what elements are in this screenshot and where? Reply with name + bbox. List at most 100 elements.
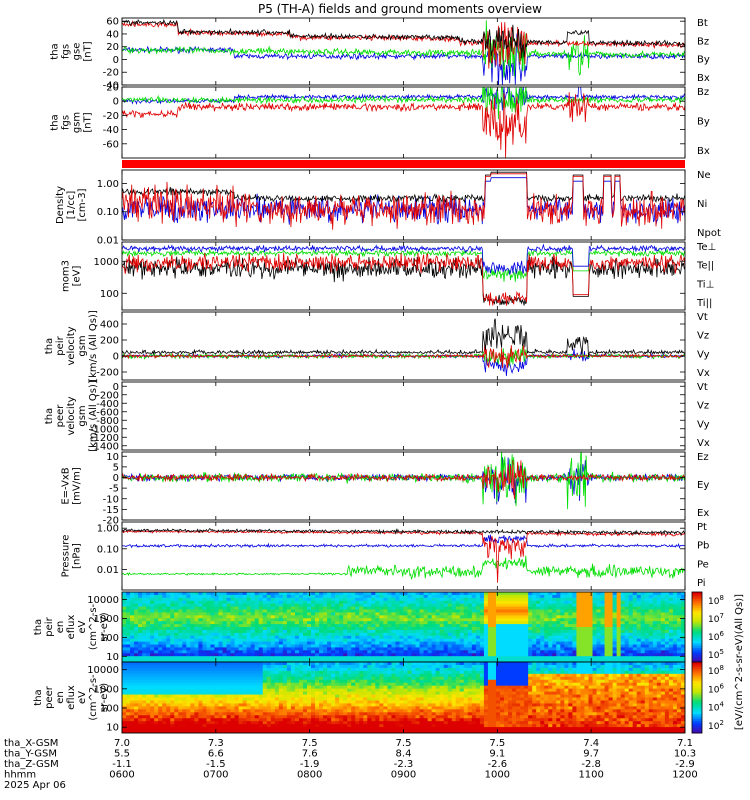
ephemeris-value: 7.0 [114,738,130,749]
panel-frame [121,451,686,521]
y-label-line: [km/s (All Qs)] [88,380,99,452]
legend-entry: Ni [697,199,707,210]
y-label-line: tha [33,689,44,705]
ephemeris-date: 2025 Apr 06 [4,780,66,791]
y-axis-label: Pressure [nPa] [61,535,83,578]
y-label-line: velocity [66,396,77,435]
legend-entry: Vz [697,331,709,342]
legend-entry: Bz [697,36,709,47]
y-label-line: peer [44,685,55,709]
y-label-line: Density [55,186,66,224]
series-line-Bt [122,18,685,59]
y-label-line: eV [77,691,88,704]
y-label-line: gsm [77,335,88,356]
y-tick-label: -200 [96,390,119,401]
series-line-Ni [122,171,685,204]
ephemeris-value: 7.5 [396,738,412,749]
y-label-line: tha [50,43,61,59]
legend-entry: Ti⊥ [696,279,714,290]
legend-entry: Vx [697,438,710,449]
colorbar-ion_spectrogram: 108 107 106 105 [691,591,724,663]
series-line-By [122,87,685,120]
series-group [122,87,685,158]
legend-entry: Pe [697,559,709,570]
y-label-line: [eV] [72,266,83,287]
y-tick-label: -60 [103,139,119,150]
panel-ion_spectrogram: 108 107 106 105 10000 1000 100 10 tha peir en eflux… [33,591,724,663]
ephemeris-value: -2.9 [675,759,695,770]
y-label-line: gsm [77,405,88,426]
panel-frame [121,311,686,381]
series-group [122,171,685,230]
y-tick-label: -600 [96,407,119,418]
ephemeris-value: 7.6 [302,749,318,760]
y-tick-label: 0.01 [97,565,119,576]
series-line-Vy [122,346,685,367]
y-tick-label: -800 [96,416,119,427]
legend-entry: Bt [697,18,708,29]
y-tick-label: -200 [96,368,119,379]
ephemeris-value: 7.5 [302,738,318,749]
ephemeris-value: 0900 [391,770,416,781]
series-line-Ti⊥ [122,243,685,275]
y-label-line: [mV/m] [72,467,83,505]
ephemeris-label: hhmm [4,770,36,781]
y-axis-label: tha peer en eflux eV (cm^2-s-sr-eV) [33,674,110,721]
y-tick-label: 400 [100,320,119,331]
ephemeris-value: -2.3 [394,759,414,770]
ephemeris-value: 7.4 [583,738,599,749]
spectrogram-electron_spectrogram [122,662,685,733]
legend-entry: Pt [697,522,707,533]
y-tick-label: 0 [113,55,119,66]
colorbar-tick-label: 108 [708,664,724,677]
panel-pressure: 1.00 0.10 0.01 Pressure [nPa] Pt Pb Pe Pi [61,521,709,591]
y-tick-label: -20 [103,68,119,79]
colorbar-tick-label: 106 [708,630,724,643]
legend-entry: Ez [697,452,709,463]
series-line-Pe [122,555,685,580]
y-label-line: Pressure [61,535,72,578]
legend-entry: By [697,117,710,128]
y-tick-label: 10 [106,723,119,734]
ephemeris-value: 1000 [485,770,510,781]
y-tick-label: 100 [100,289,119,300]
y-axis-label: tha peer velocity gsm [km/s (All Qs)] [44,380,99,452]
colorbar-electron_spectrogram: 108 106 104 102 [691,661,724,734]
y-label-line: peir [55,335,66,355]
y-tick-label: -40 [103,81,119,92]
y-tick-label: 0 [113,473,119,484]
panel-roi_bar [122,160,685,168]
ephemeris-value: -2.6 [488,759,508,770]
y-label-line: eflux [66,615,77,640]
y-label-line: fgs [61,115,72,130]
series-line-Vt [122,318,685,358]
y-label-line: (cm^2-s- [88,674,99,721]
legend-temperature: Te⊥ Te|| Ti⊥ Ti|| [696,242,716,309]
y-label-line: tha [44,338,55,354]
series-line-Pt [122,527,685,537]
ephemeris-value: 7.5 [489,738,505,749]
y-tick-label: -15 [103,505,119,516]
y-label-line: [nT] [83,112,94,132]
series-line-Ne [122,173,685,230]
ephemeris-value: -1.9 [300,759,320,770]
legend-efield: Ez Ey Ex [697,452,709,519]
figure-title: P5 (TH-A) fields and ground moments over… [258,2,542,16]
y-label-line: [1/cc] [66,191,77,220]
series-group [122,243,685,306]
y-axis-ve_gsm: 0-200-400-600-800-1000-1200-1400 [90,382,686,452]
y-tick-label: -5 [109,484,119,495]
y-axis-pressure: 1.00 0.10 0.01 [97,522,686,590]
series-line-Bx [122,87,685,111]
ephemeris-value: 1100 [578,770,603,781]
series-line-Ti|| [122,247,685,282]
y-tick-label: 10000 [87,665,119,676]
y-axis-fgs_gsm: 20 0 -20 -40 -60 [103,83,686,158]
ephemeris-value: 9.1 [489,749,505,760]
legend-density: Ne Ni Npot [697,170,721,239]
y-label-line: mom3 [61,260,72,292]
y-tick-label: 60 [106,17,119,28]
y-tick-label: 100 [100,704,119,715]
